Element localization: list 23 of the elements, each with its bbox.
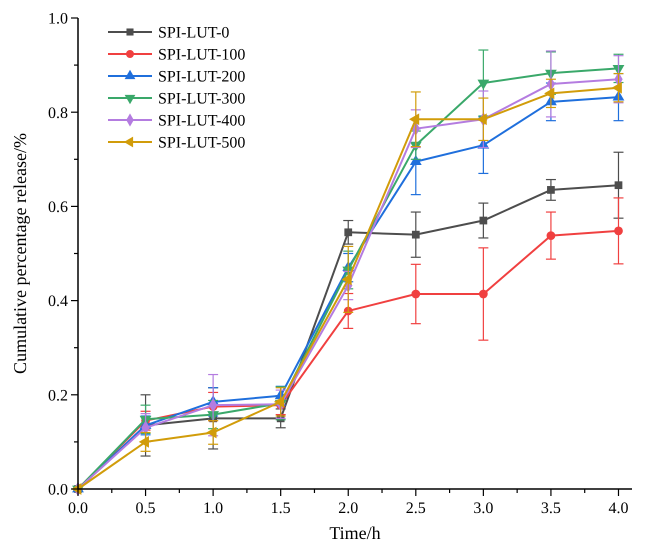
y-tick-label: 0.2: [48, 387, 68, 404]
x-tick-label: 4.0: [608, 500, 628, 517]
x-tick-label: 3.0: [473, 500, 494, 517]
x-tick-label: 2.0: [338, 500, 358, 517]
x-tick-label: 0.0: [68, 500, 88, 517]
y-axis-title: Cumulative percentage release/%: [10, 133, 30, 374]
y-tick-label: 1.0: [48, 10, 68, 28]
legend-label: SPI-LUT-100: [158, 46, 246, 64]
legend-label: SPI-LUT-200: [158, 68, 246, 86]
y-tick-label: 0.8: [48, 104, 68, 122]
legend-label: SPI-LUT-300: [158, 90, 246, 108]
y-tick-label: 0.6: [48, 199, 68, 216]
x-tick-label: 2.5: [406, 500, 426, 517]
legend-label: SPI-LUT-500: [158, 134, 246, 152]
legend-label: SPI-LUT-0: [158, 24, 230, 42]
x-tick-label: 1.5: [270, 500, 291, 517]
x-tick-label: 3.5: [540, 500, 561, 517]
x-axis-title: Time/h: [329, 523, 381, 543]
y-tick-label: 0.4: [48, 293, 68, 310]
y-tick-label: 0.0: [48, 482, 68, 499]
x-tick-label: 1.0: [203, 500, 224, 517]
x-tick-label: 0.5: [136, 500, 156, 517]
legend-label: SPI-LUT-400: [158, 112, 246, 130]
